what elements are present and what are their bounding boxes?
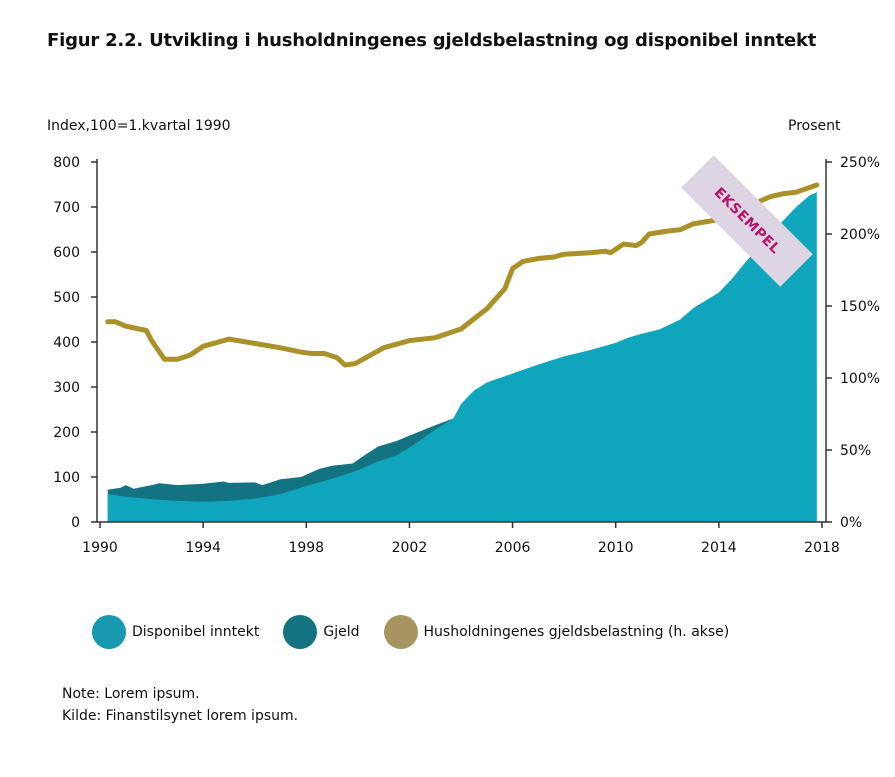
left-axis-label: Index,100=1.kvartal 1990: [47, 118, 231, 134]
legend-swatch-gjeldsbelastning: [383, 615, 418, 649]
right-axis-label: Prosent: [788, 118, 841, 134]
y-tick-label: 400: [53, 335, 80, 351]
y-tick-label: 500: [53, 290, 80, 306]
x-tick-label: 1998: [288, 540, 324, 556]
y2-tick-label: 100%: [840, 371, 880, 387]
legend-item-disponibel: Disponibel inntekt: [92, 615, 259, 649]
x-tick-label: 1994: [185, 540, 221, 556]
x-tick-label: 2010: [598, 540, 634, 556]
y2-tick-label: 200%: [840, 227, 880, 243]
y2-tick-label: 250%: [840, 155, 880, 171]
legend-label: Gjeld: [323, 624, 360, 640]
x-tick-label: 2006: [495, 540, 531, 556]
area-disponibel-inntekt: [107, 192, 817, 522]
y-tick-label: 800: [53, 155, 80, 171]
legend-label: Disponibel inntekt: [132, 624, 260, 640]
y-tick-label: 0: [71, 515, 80, 531]
legend-swatch-disponibel: [92, 615, 126, 649]
y-tick-label: 200: [53, 425, 80, 441]
source: Kilde: Finanstilsynet lorem ipsum.: [62, 708, 299, 724]
legend-item-gjeld: Gjeld: [283, 615, 360, 649]
line-gjeldsbelastning: [105, 182, 820, 368]
x-tick-label: 2014: [701, 540, 737, 556]
y-tick-label: 600: [53, 245, 80, 261]
y2-tick-label: 0%: [840, 515, 862, 531]
y-tick-label: 700: [53, 200, 80, 216]
legend-swatch-gjeld: [283, 615, 318, 649]
legend-label: Husholdningenes gjeldsbelastning (h. aks…: [423, 624, 730, 640]
chart-plot: 1990 1994 1998 2002 2006 2010 2014 2018 0 100 200 3…: [53, 155, 880, 556]
x-tick-label: 2002: [392, 540, 428, 556]
y2-tick-label: 50%: [840, 443, 871, 459]
legend: Disponibel inntekt Gjeld Husholdningenes…: [92, 615, 753, 649]
notes: Note: Lorem ipsum. Kilde: Finanstilsynet…: [62, 683, 298, 727]
x-tick-label: 2018: [804, 540, 840, 556]
chart-title: Figur 2.2. Utvikling i husholdningenes g…: [47, 30, 817, 51]
legend-item-gjeldsbelastning: Husholdningenes gjeldsbelastning (h. aks…: [383, 615, 730, 649]
y-tick-label: 100: [53, 470, 80, 486]
y2-tick-label: 150%: [840, 299, 880, 315]
y-tick-label: 300: [53, 380, 80, 396]
x-tick-label: 1990: [82, 540, 118, 556]
note: Note: Lorem ipsum.: [62, 686, 200, 702]
